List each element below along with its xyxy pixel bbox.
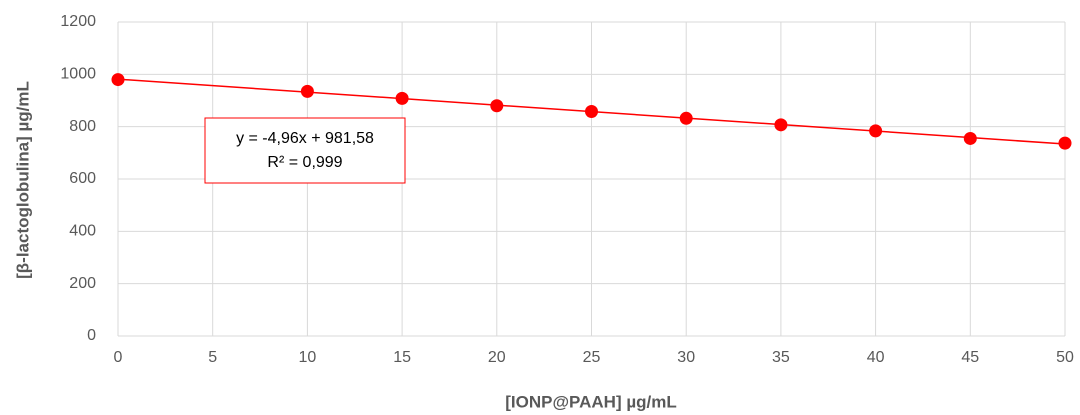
y-tick-label: 400 bbox=[69, 223, 96, 240]
x-tick-label: 30 bbox=[677, 349, 695, 366]
point bbox=[111, 73, 125, 87]
point bbox=[963, 131, 977, 145]
annotation-text: R² = 0,999 bbox=[267, 154, 342, 171]
x-tick-label: 15 bbox=[393, 349, 411, 366]
x-tick-label: 5 bbox=[208, 349, 217, 366]
x-axis-title: [IONP@PAAH] µg/mL bbox=[505, 392, 677, 411]
x-tick-label: 0 bbox=[114, 349, 123, 366]
x-tick-label: 40 bbox=[867, 349, 885, 366]
point bbox=[774, 118, 788, 132]
point bbox=[869, 124, 883, 138]
y-axis-title: [β-lactoglobulina] µg/mL bbox=[13, 81, 32, 279]
x-tick-label: 25 bbox=[583, 349, 601, 366]
annotation-box bbox=[204, 117, 406, 184]
y-tick-label: 0 bbox=[87, 327, 96, 344]
point bbox=[585, 104, 598, 118]
x-tick-label: 10 bbox=[299, 349, 317, 366]
y-tick-label: 800 bbox=[69, 118, 96, 135]
x-tick-label: 20 bbox=[488, 349, 506, 366]
point bbox=[300, 84, 314, 98]
point bbox=[395, 91, 409, 105]
x-tick-label: 45 bbox=[961, 349, 979, 366]
y-tick-label: 1200 bbox=[60, 13, 96, 30]
y-tick-label: 1000 bbox=[60, 66, 96, 83]
x-tick-label: 35 bbox=[772, 349, 790, 366]
y-tick-label: 600 bbox=[69, 170, 96, 187]
point bbox=[1058, 136, 1072, 150]
point bbox=[679, 111, 693, 125]
x-tick-label: 50 bbox=[1056, 349, 1074, 366]
annotation-text: y = -4,96x + 981,58 bbox=[236, 130, 374, 147]
point bbox=[490, 99, 504, 113]
y-tick-label: 200 bbox=[69, 275, 96, 292]
